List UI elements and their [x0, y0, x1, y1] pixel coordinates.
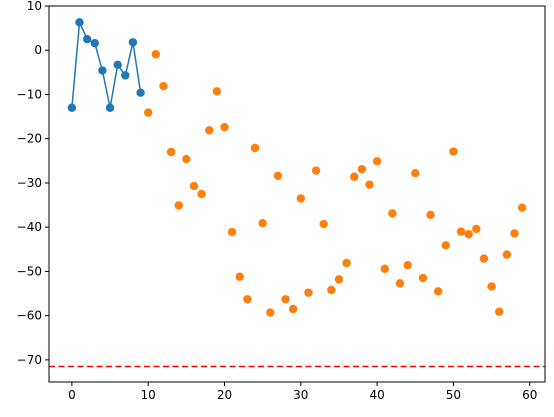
- series-2-point: [144, 108, 153, 117]
- plot-layer: [49, 18, 545, 368]
- series-2-point: [472, 224, 481, 234]
- series-2-point: [250, 143, 260, 153]
- series-2-point: [502, 250, 512, 259]
- series-1-point: [67, 103, 77, 112]
- series-2-point: [365, 180, 374, 189]
- series-1-point: [136, 88, 145, 97]
- series-2-point: [342, 258, 351, 268]
- y-tick-label: −50: [17, 264, 42, 278]
- series-2-point: [296, 194, 306, 203]
- series-1-line: [71, 21, 142, 109]
- series-2-point: [174, 201, 183, 210]
- series-2-point: [403, 261, 412, 270]
- series-1-point: [75, 18, 84, 27]
- axes-layer: 0 10 20 30 40 50 60 10 0 −10 −20 −30 −40 −50 −60 −70: [17, 0, 546, 402]
- series-2-point: [266, 308, 275, 317]
- x-tick-label: 0: [68, 388, 76, 402]
- series-2-point: [243, 295, 252, 304]
- series-2-point: [273, 171, 283, 181]
- series-2-point: [197, 189, 206, 199]
- series-2-point: [372, 157, 382, 166]
- series-2-point: [418, 273, 428, 283]
- series-2-point: [357, 165, 367, 174]
- y-tick-label: −60: [17, 309, 42, 323]
- series-1-point: [113, 60, 122, 70]
- x-tick-label: 20: [217, 388, 232, 402]
- series-2-point: [433, 287, 443, 296]
- y-tick-label: −30: [17, 176, 42, 190]
- series-2-point: [304, 288, 313, 297]
- x-tick-label: 60: [522, 388, 537, 402]
- series-2-point: [258, 219, 267, 228]
- series-2-point: [182, 154, 191, 164]
- series-2-point: [151, 50, 161, 59]
- series-2-point: [159, 81, 168, 91]
- series-2-point: [441, 241, 450, 250]
- series-2-point: [495, 307, 504, 316]
- x-tick-label: 40: [369, 388, 384, 402]
- series-2-point: [456, 227, 466, 236]
- series-2-point: [281, 295, 290, 304]
- x-tick-label: 50: [446, 388, 461, 402]
- y-tick-label: −70: [17, 353, 42, 367]
- series-2-point: [327, 285, 336, 295]
- series-2-point: [380, 264, 389, 273]
- series-2-point: [426, 210, 435, 219]
- series-2-point: [235, 272, 244, 281]
- series-2-point: [189, 181, 199, 191]
- series-2-point: [205, 126, 214, 135]
- series-1-point: [105, 103, 115, 112]
- series-2-point: [227, 227, 237, 237]
- y-tick-label: −20: [17, 132, 42, 146]
- axes-frame: [48, 5, 546, 383]
- series-2-point: [350, 172, 359, 181]
- x-tick-label: 30: [293, 388, 308, 402]
- series-2-point: [388, 209, 397, 218]
- series-1-point: [128, 38, 138, 47]
- series-2-point: [479, 254, 489, 263]
- y-tick-label: 10: [27, 0, 42, 13]
- series-2-point: [411, 169, 420, 178]
- series-2-point: [395, 279, 405, 288]
- series-2-point: [334, 275, 344, 284]
- series-2-point: [464, 230, 473, 239]
- series-2-point: [510, 229, 519, 238]
- series-2-point: [487, 282, 496, 291]
- x-tick-label: 10: [141, 388, 156, 402]
- series-2-point: [166, 147, 176, 157]
- y-tick-label: 0: [34, 43, 42, 57]
- series-2-point: [517, 203, 527, 212]
- y-tick-label: −10: [17, 87, 42, 101]
- series-2-point: [311, 166, 321, 175]
- plot-area: [49, 18, 545, 368]
- series-1-point: [121, 71, 130, 80]
- series-1-point: [98, 66, 107, 75]
- series-2-point: [220, 123, 229, 132]
- series-1-point: [90, 38, 99, 48]
- series-2-point: [288, 304, 298, 314]
- series-2-point: [319, 219, 328, 229]
- series-2-point: [449, 147, 458, 156]
- series-1-point: [82, 34, 92, 44]
- y-tick-label: −40: [17, 220, 42, 234]
- series-2-point: [212, 87, 222, 96]
